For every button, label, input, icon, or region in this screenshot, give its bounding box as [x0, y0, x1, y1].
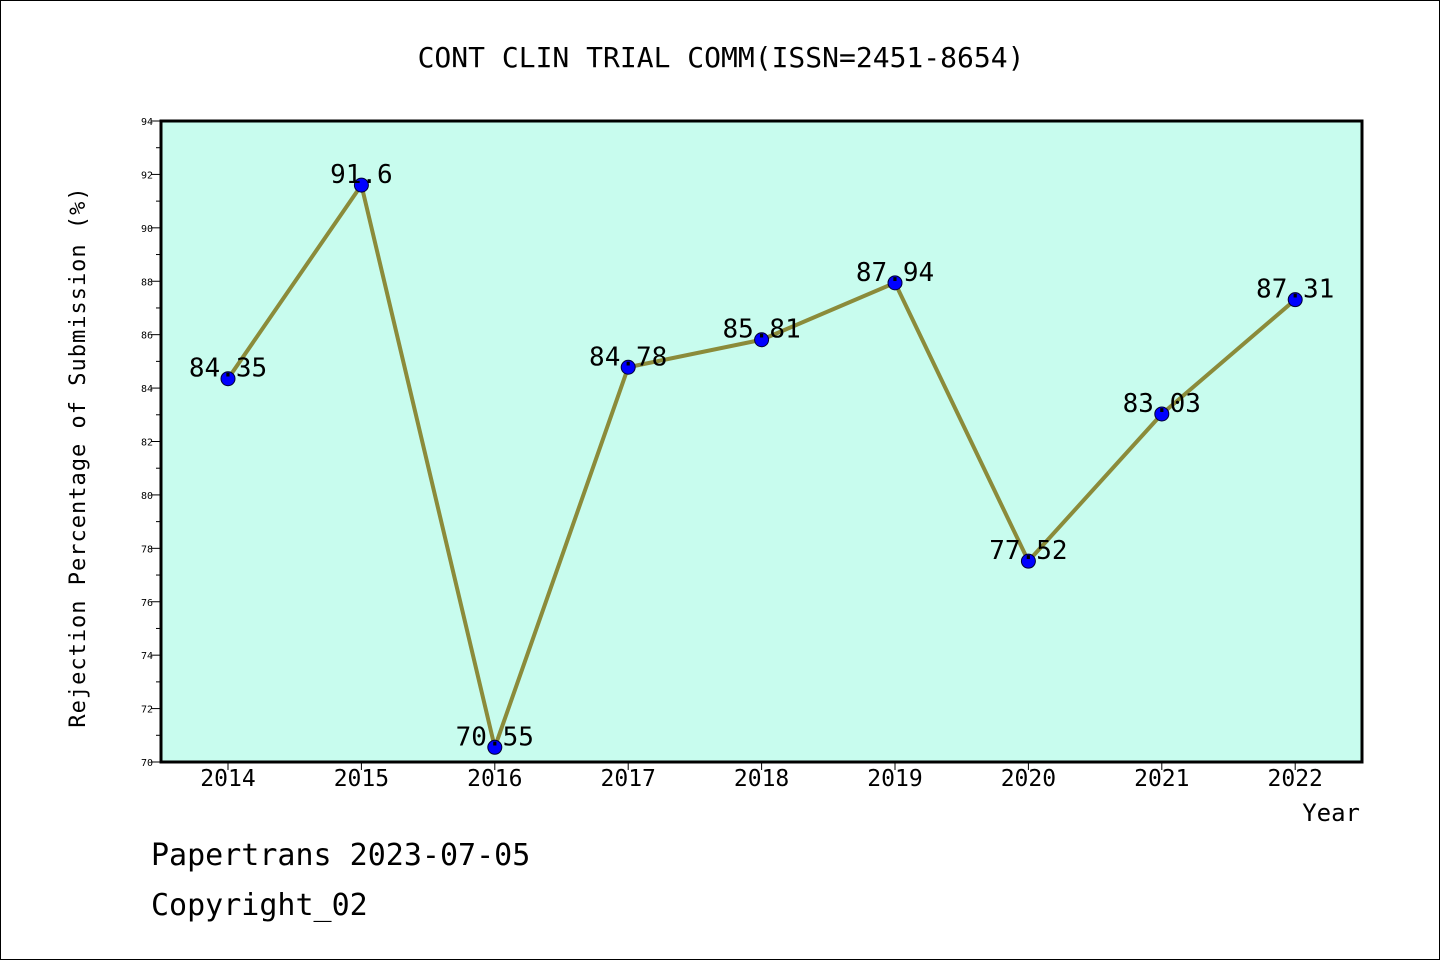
y-tick-label: 72 — [141, 705, 153, 716]
x-tick-label: 2014 — [200, 766, 255, 792]
data-label: 91.6 — [330, 160, 393, 190]
y-tick-label: 78 — [141, 544, 153, 555]
y-tick-label: 92 — [141, 170, 153, 181]
y-tick-label: 84 — [141, 384, 153, 395]
data-label: 77.52 — [989, 536, 1067, 566]
x-tick-label: 2021 — [1134, 766, 1189, 792]
x-tick-label: 2020 — [1001, 766, 1056, 792]
x-axis: 2014 2015 2016 2017 2018 2019 2020 2021 2022 — [200, 762, 1323, 792]
data-point — [887, 275, 903, 291]
data-label: 70.55 — [456, 722, 534, 752]
x-tick-label: 2015 — [334, 766, 389, 792]
y-tick-label: 82 — [141, 438, 153, 449]
data-point — [1287, 292, 1303, 308]
plot-area — [159, 119, 1364, 764]
data-label: 84.78 — [589, 342, 667, 372]
chart-title: CONT CLIN TRIAL COMM(ISSN=2451-8654) — [418, 41, 1025, 74]
footer-copyright: Copyright_02 — [151, 888, 368, 923]
data-label: 87.94 — [856, 258, 934, 288]
x-tick-label: 2019 — [867, 766, 922, 792]
data-point — [754, 332, 770, 348]
y-axis: 70 72 74 76 78 80 82 84 86 88 90 92 94 — [141, 117, 161, 769]
data-point — [487, 739, 503, 755]
data-label: 87.31 — [1256, 275, 1334, 305]
footer-date: Papertrans 2023-07-05 — [151, 838, 530, 873]
data-point — [1154, 406, 1170, 422]
data-label: 83.03 — [1123, 389, 1201, 419]
y-tick-label: 86 — [141, 331, 153, 342]
data-point — [220, 371, 236, 387]
y-tick-label: 90 — [141, 224, 153, 235]
x-tick-label: 2017 — [601, 766, 656, 792]
y-tick-label: 70 — [141, 758, 153, 769]
y-tick-label: 94 — [141, 117, 153, 128]
data-label-group: 84.35 91.6 70.55 84.78 85.81 87.94 77.52 83.03 8… — [189, 160, 1334, 752]
y-axis-label: Rejection Percentage of Submission (%) — [66, 186, 91, 727]
x-tick-label: 2018 — [734, 766, 789, 792]
y-tick-label: 80 — [141, 491, 153, 502]
data-point — [1020, 553, 1036, 569]
data-label: 85.81 — [722, 315, 800, 345]
data-point — [353, 177, 369, 193]
y-tick-label: 76 — [141, 598, 153, 609]
x-axis-label: Year — [1302, 799, 1360, 827]
y-tick-label: 88 — [141, 277, 153, 288]
x-tick-label: 2022 — [1268, 766, 1323, 792]
data-label: 84.35 — [189, 354, 267, 384]
y-tick-label: 74 — [141, 651, 153, 662]
x-tick-label: 2016 — [467, 766, 522, 792]
series-line-group — [220, 177, 1303, 755]
data-point — [620, 359, 636, 375]
